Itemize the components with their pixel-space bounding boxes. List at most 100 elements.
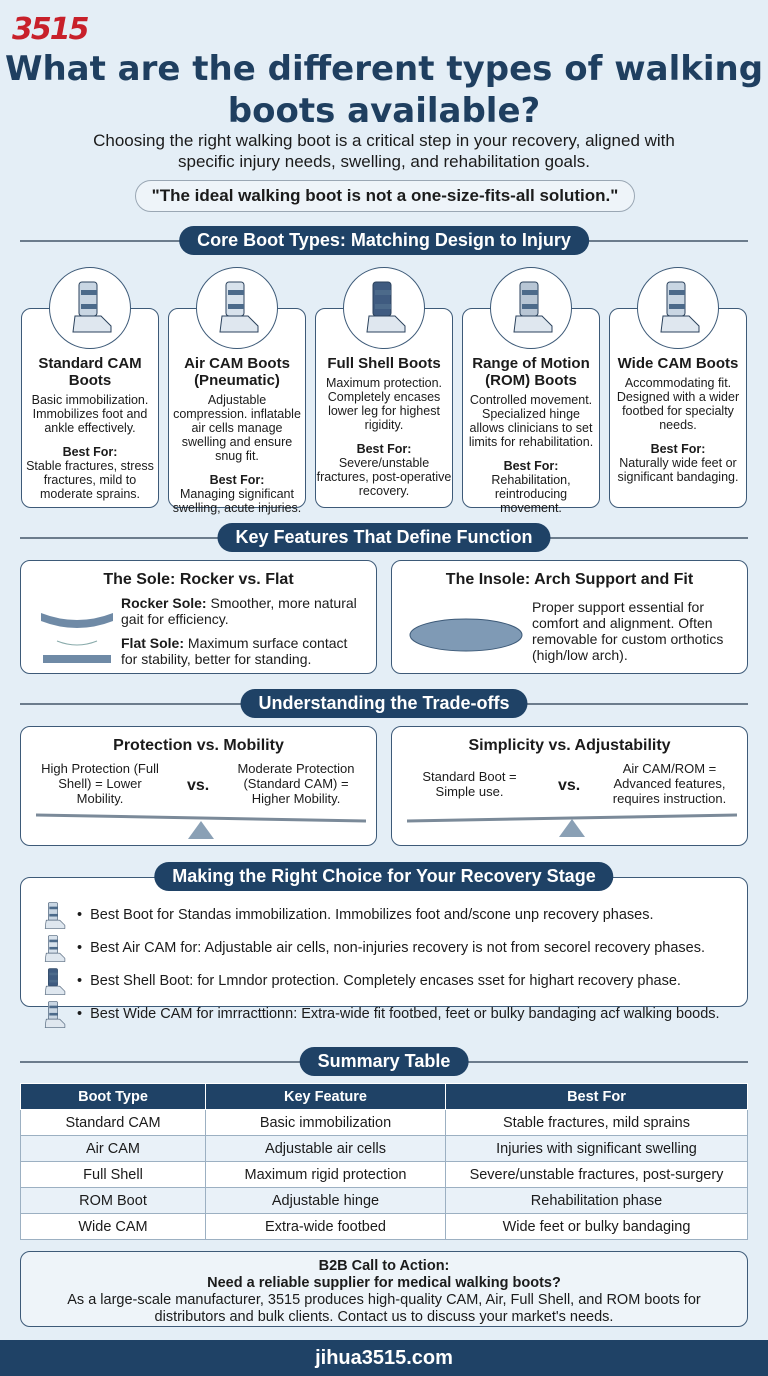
subtitle: Choosing the right walking boot is a cri…	[93, 131, 675, 171]
website-link[interactable]: jihua3515.com	[0, 1340, 768, 1376]
tradeoff-right: Air CAM/ROM = Advanced features, require…	[612, 761, 727, 806]
bullet: •	[77, 1005, 91, 1022]
list-item: • Best Boot for Standas immobilization. …	[21, 898, 747, 931]
boot-desc: Accommodating fit. Designed with a wider…	[616, 376, 740, 432]
best-for-text: Managing significant swelling, acute inj…	[172, 487, 302, 515]
boot-name: Range of Motion (ROM) Boots	[472, 355, 590, 389]
col-header: Key Feature	[205, 1083, 446, 1110]
cta-question: Need a reliable supplier for medical wal…	[207, 1275, 561, 1291]
boot-card: Standard CAM Boots Basic immobilization.…	[21, 267, 159, 508]
table-row: Wide CAM Extra-wide footbed Wide feet or b…	[20, 1213, 748, 1240]
col-header: Best For	[445, 1083, 748, 1110]
table-cell: Extra-wide footbed	[205, 1213, 446, 1240]
choice-panel: • Best Boot for Standas immobilization. …	[20, 877, 748, 1028]
flat-text: Maximum surface contact for stability, b…	[121, 635, 348, 667]
sole-panel: The Sole: Rocker vs. Flat Rocker Sole: S…	[20, 560, 377, 674]
vs-label: vs.	[558, 777, 581, 794]
tradeoff-protection: Protection vs. Mobility High Protection …	[20, 726, 377, 846]
flat-label: Flat Sole:	[121, 635, 185, 651]
sole-icon	[41, 613, 113, 663]
table-cell: Stable fractures, mild sprains	[445, 1109, 748, 1136]
best-for-label: Best For:	[650, 442, 706, 456]
tradeoff-title: Simplicity vs. Adjustability	[468, 737, 671, 754]
sole-title: The Sole: Rocker vs. Flat	[103, 571, 294, 588]
col-header: Boot Type	[20, 1083, 206, 1110]
choice-text: Best Shell Boot: for Lmndor protection. …	[90, 972, 681, 989]
bullet: •	[77, 939, 91, 956]
table-cell: Adjustable hinge	[205, 1187, 446, 1214]
cta-label: B2B Call to Action:	[318, 1258, 450, 1274]
list-item: • Best Wide CAM for imrracttionn: Extra-…	[21, 997, 747, 1030]
boot-card: Wide CAM Boots Accommodating fit. Design…	[609, 267, 747, 508]
section-choice: Making the Right Choice for Your Recover…	[154, 862, 614, 891]
choice-text: Best Wide CAM for imrracttionn: Extra-wi…	[90, 1005, 720, 1022]
table-cell: Wide feet or bulky bandaging	[445, 1213, 748, 1240]
best-for-text: Rehabilitation, reintroducing movement.	[491, 473, 571, 515]
table-cell: Air CAM	[20, 1135, 206, 1162]
cta-panel: B2B Call to Action: Need a reliable supp…	[20, 1251, 748, 1327]
insole-text: Proper support essential for comfort and…	[532, 599, 724, 663]
table-cell: Severe/unstable fractures, post-surgery	[445, 1161, 748, 1188]
section-core: Core Boot Types: Matching Design to Inju…	[179, 226, 589, 255]
choice-text: Best Boot for Standas immobilization. Im…	[90, 906, 654, 923]
boot-card: Range of Motion (ROM) Boots Controlled m…	[462, 267, 600, 515]
boot-desc: Adjustable compression. inflatable air c…	[173, 393, 301, 463]
boot-icon	[637, 267, 719, 349]
boot-icon	[490, 267, 572, 349]
bullet: •	[77, 972, 91, 989]
boot-name: Standard CAM Boots	[38, 355, 142, 389]
rocker-label: Rocker Sole:	[121, 595, 207, 611]
tradeoff-title: Protection vs. Mobility	[113, 737, 284, 754]
table-row: Standard CAM Basic immobilization Stable f…	[20, 1109, 748, 1136]
table-row: Full Shell Maximum rigid protection Severe…	[20, 1161, 748, 1188]
table-cell: Maximum rigid protection	[205, 1161, 446, 1188]
best-for-text: Severe/unstable fractures, post-operativ…	[316, 456, 452, 498]
vs-label: vs.	[187, 777, 210, 794]
section-tradeoffs: Understanding the Trade-offs	[240, 689, 528, 718]
table-cell: Basic immobilization	[205, 1109, 446, 1136]
section-features: Key Features That Define Function	[217, 523, 551, 552]
cta-text: As a large-scale manufacturer, 3515 prod…	[67, 1292, 701, 1325]
best-for-text: Stable fractures, stress fractures, mild…	[26, 459, 154, 501]
tradeoff-simplicity: Simplicity vs. Adjustability Standard Bo…	[391, 726, 748, 846]
boot-name: Air CAM Boots (Pneumatic)	[184, 355, 290, 389]
insole-title: The Insole: Arch Support and Fit	[445, 571, 694, 588]
table-cell: Injuries with significant swelling	[445, 1135, 748, 1162]
boot-desc: Controlled movement. Specialized hinge a…	[468, 393, 594, 449]
best-for-label: Best For:	[356, 442, 412, 456]
list-item: • Best Air CAM for: Adjustable air cells…	[21, 931, 747, 964]
brand-logo: 3515	[12, 12, 89, 47]
boot-icon	[49, 267, 131, 349]
rocker-text: Smoother, more natural gait for efficien…	[121, 595, 357, 627]
boot-icon	[41, 967, 67, 995]
choice-text: Best Air CAM for: Adjustable air cells, …	[90, 939, 706, 956]
boot-card: Air CAM Boots (Pneumatic) Adjustable com…	[168, 267, 306, 515]
best-for-label: Best For:	[209, 473, 265, 487]
table-cell: ROM Boot	[20, 1187, 206, 1214]
summary-table: Boot Type Key Feature Best For Standard …	[20, 1083, 748, 1240]
boot-name: Wide CAM Boots	[617, 355, 739, 372]
best-for-label: Best For:	[62, 445, 118, 459]
table-cell: Rehabilitation phase	[445, 1187, 748, 1214]
boot-desc: Basic immobilization. Immobilizes foot a…	[31, 393, 149, 435]
balance-scale-icon	[36, 813, 366, 839]
page-title: What are the different types of walking …	[4, 49, 764, 131]
list-item: • Best Shell Boot: for Lmndor protection…	[21, 964, 747, 997]
insole-panel: The Insole: Arch Support and Fit Proper …	[391, 560, 748, 674]
boot-name: Full Shell Boots	[327, 355, 441, 372]
insole-icon	[409, 618, 523, 652]
boot-icon	[41, 934, 67, 962]
quote: "The ideal walking boot is not a one-siz…	[135, 180, 635, 212]
boot-icon	[41, 1000, 67, 1028]
boot-icon	[343, 267, 425, 349]
best-for-text: Naturally wide feet or significant banda…	[617, 456, 739, 484]
table-cell: Adjustable air cells	[205, 1135, 446, 1162]
boot-desc: Maximum protection. Completely encases l…	[325, 376, 442, 432]
table-cell: Standard CAM	[20, 1109, 206, 1136]
table-row: Air CAM Adjustable air cells Injuries with…	[20, 1135, 748, 1162]
tradeoff-left: Standard Boot = Simple use.	[422, 769, 517, 799]
boot-icon	[41, 901, 67, 929]
balance-scale-icon	[407, 813, 737, 837]
bullet: •	[77, 906, 91, 923]
boot-icon	[196, 267, 278, 349]
